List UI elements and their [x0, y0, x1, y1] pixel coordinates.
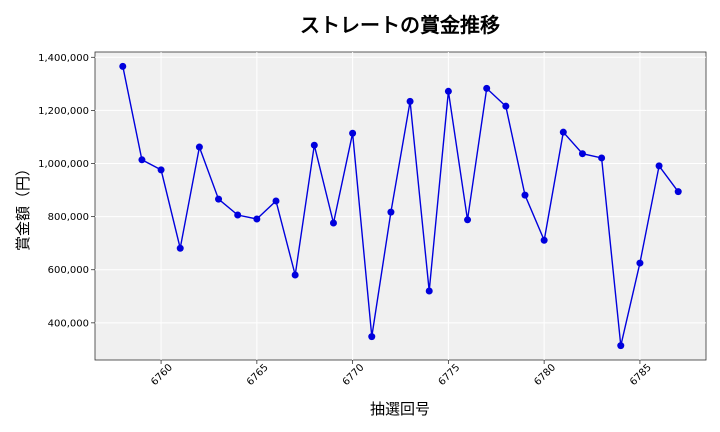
x-tick-label: 6770 — [341, 362, 367, 388]
data-point — [598, 154, 606, 162]
data-point — [483, 84, 491, 92]
y-tick-label: 400,000 — [48, 318, 89, 329]
data-point — [157, 166, 165, 174]
y-tick-label: 1,200,000 — [38, 106, 89, 117]
data-point — [617, 342, 625, 350]
data-point — [195, 143, 203, 151]
y-tick-label: 1,000,000 — [38, 159, 89, 170]
data-point — [368, 333, 376, 341]
data-point — [138, 156, 146, 164]
data-point — [578, 150, 586, 158]
x-tick-label: 6765 — [245, 362, 271, 388]
data-point — [310, 141, 318, 149]
data-point — [176, 244, 184, 252]
grid-lines — [95, 52, 706, 360]
data-point — [425, 287, 433, 295]
x-tick-label: 6775 — [437, 362, 463, 388]
x-tick-label: 6780 — [532, 362, 558, 388]
x-axis-ticks: 6760 6765 6770 6775 6780 6785 — [149, 360, 654, 388]
data-point — [291, 271, 299, 279]
y-axis-ticks: 400,000 600,000 800,000 1,000,000 1,200,000 1… — [38, 53, 95, 329]
y-axis-label: 賞金額（円） — [14, 161, 32, 251]
data-point — [559, 128, 567, 136]
data-point — [636, 259, 644, 267]
data-point — [234, 211, 242, 219]
chart-title: ストレートの賞金推移 — [300, 13, 500, 37]
data-point — [387, 208, 395, 216]
data-point — [119, 62, 127, 70]
y-tick-label: 800,000 — [48, 212, 89, 223]
data-point — [272, 197, 280, 205]
data-point — [655, 162, 663, 170]
x-tick-label: 6760 — [149, 362, 175, 388]
series-layer — [119, 62, 682, 350]
data-point — [253, 215, 261, 223]
data-point — [540, 236, 548, 244]
data-point — [521, 191, 529, 199]
data-point — [406, 97, 414, 105]
data-point — [215, 195, 223, 203]
x-axis-label: 抽選回号 — [370, 400, 430, 418]
data-point — [329, 219, 337, 227]
data-point — [349, 129, 357, 137]
data-point — [674, 188, 682, 196]
data-point — [502, 102, 510, 110]
y-tick-label: 600,000 — [48, 265, 89, 276]
data-point — [444, 87, 452, 95]
y-tick-label: 1,400,000 — [38, 53, 89, 64]
plot-area — [94, 51, 707, 361]
data-point — [464, 216, 472, 224]
x-tick-label: 6785 — [628, 362, 654, 388]
